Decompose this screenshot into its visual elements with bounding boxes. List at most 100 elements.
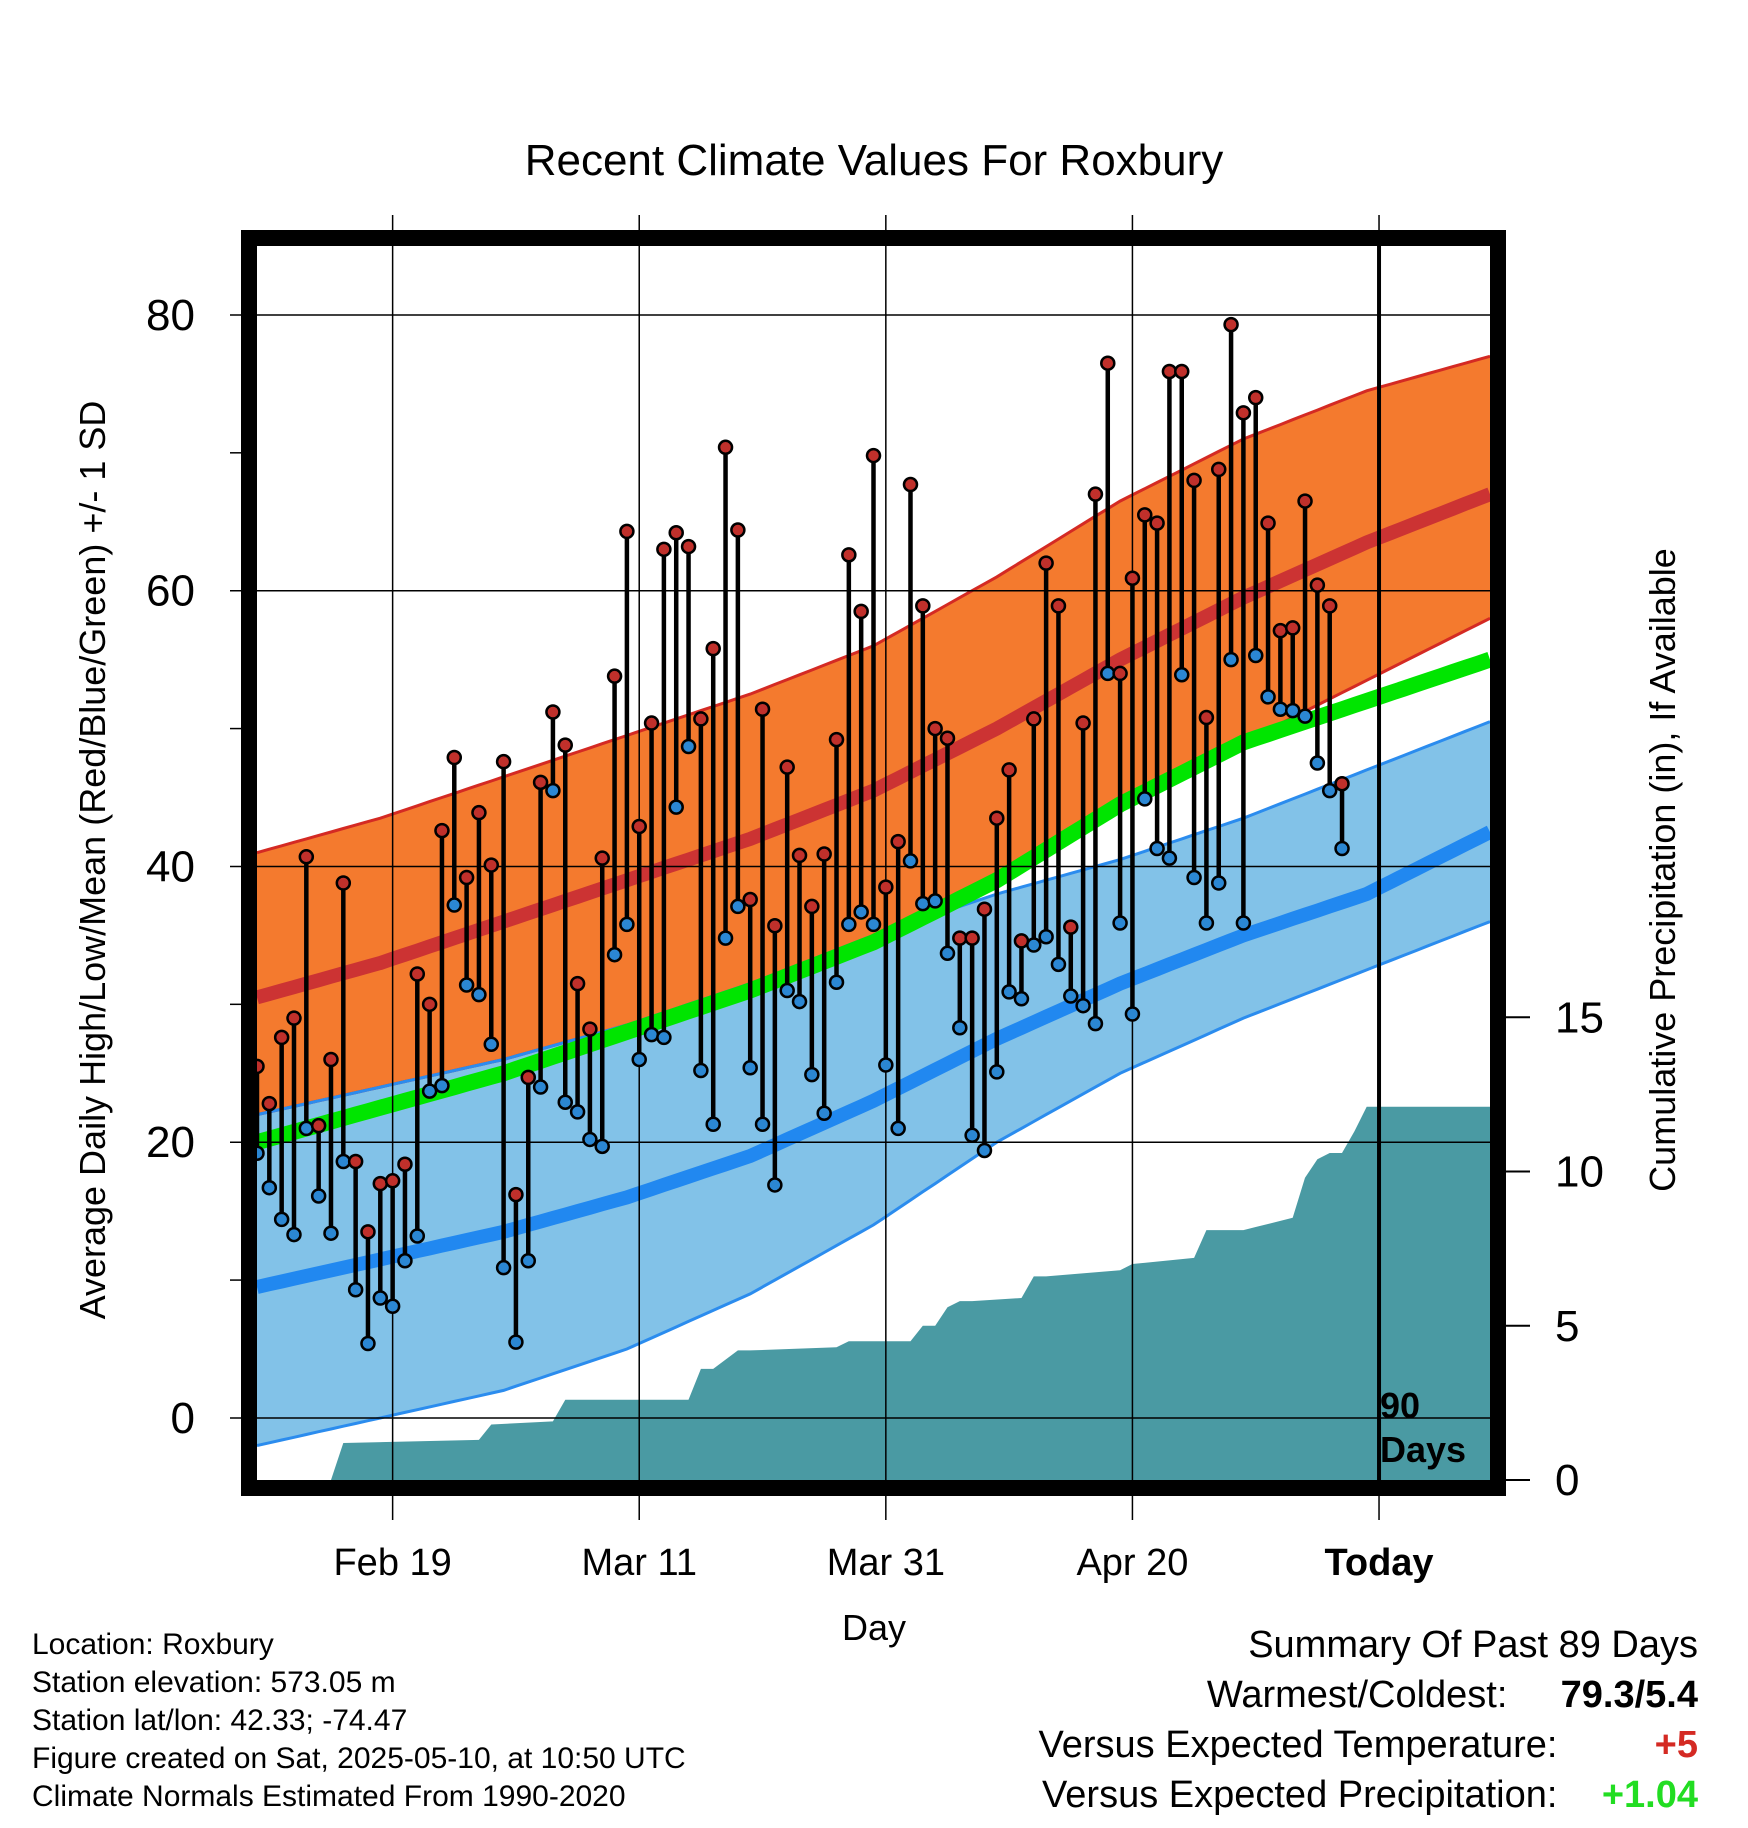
daily-low-point [804,1066,820,1083]
daily-high-point [286,1010,302,1026]
daily-high-point [545,704,561,720]
axes: 0 20 40 60 80 0 5 10 15 Feb 19 Mar 11 Mar 31 Apr 20 T… [146,291,1604,1584]
daily-high-point [1174,363,1190,380]
daily-low-point [310,1188,327,1204]
daily-high-point [606,668,623,684]
daily-high-point [1112,665,1128,682]
daily-high-point [273,1029,290,1046]
summary-title: Summary Of Past 89 Days [1248,1624,1698,1666]
daily-high-point [1297,493,1313,509]
daily-low-point [1272,701,1289,718]
daily-high-point [693,711,709,727]
daily-low-point [446,897,463,913]
daily-low-point [730,898,746,915]
daily-low-point [853,904,869,920]
daily-high-point [323,1051,339,1068]
daily-high-point [742,891,758,908]
daily-low-point [1087,1015,1104,1032]
daily-low-point [347,1281,364,1298]
daily-low-point [742,1059,758,1076]
daily-high-point [828,731,845,748]
warm-cold-label: Warmest/Coldest: [1206,1674,1508,1716]
daily-low-point [1334,840,1350,857]
daily-low-point [1149,840,1165,857]
daily-low-point [1124,1006,1141,1022]
daily-high-point [779,759,795,775]
summary-warm-cold-row: Warmest/Coldest: 79.3/5.4 [1039,1670,1698,1720]
daily-low-point [261,1179,278,1196]
daily-high-point [1334,775,1350,792]
y2-tick-label: 15 [1555,993,1604,1042]
daily-high-point [483,857,500,873]
daily-high-point [1124,570,1141,587]
daily-high-point [471,804,487,821]
daily-high-point [495,753,512,770]
daily-low-point [1198,915,1215,931]
cumulative-precip-area [257,1106,1490,1480]
x-tick-label: Mar 11 [582,1542,697,1584]
precip-value: +1.04 [1601,1774,1698,1816]
daily-high-point [569,975,586,992]
y2-tick-label: 0 [1555,1456,1579,1505]
daily-low-point [989,1064,1005,1080]
daily-high-point [298,849,315,865]
daily-high-point [582,1021,598,1037]
daily-high-point [347,1153,364,1170]
daily-low-point [606,946,623,963]
daily-high-point [458,869,475,886]
daily-high-point [409,966,426,982]
daily-low-point [384,1298,401,1315]
daily-high-point [964,930,980,946]
daily-low-point [1284,702,1301,719]
daily-high-point [1198,709,1215,726]
daily-high-point [1013,933,1030,949]
elevation-text: Station elevation: 573.05 m [32,1666,396,1699]
daily-low-point [1247,647,1264,664]
daily-high-point [1137,507,1153,523]
daily-low-point [668,799,684,815]
daily-high-point [1247,389,1264,406]
daily-low-point [927,893,943,909]
daily-low-point [631,1051,647,1068]
daily-high-point [1087,486,1104,502]
y-tick-label: 40 [146,842,195,891]
x-tick-label: Mar 31 [827,1542,945,1584]
daily-low-point [1321,782,1338,799]
y2-tick-label: 5 [1555,1302,1579,1351]
latlon-text: Station lat/lon: 42.33; -74.47 [32,1704,408,1737]
daily-high-point [730,522,746,538]
daily-high-point [261,1095,278,1112]
daily-high-point [434,822,450,839]
location-text: Location: Roxbury [32,1628,274,1661]
daily-low-point [754,1116,771,1133]
daily-high-point [656,541,672,558]
daily-low-point [286,1226,302,1243]
daily-high-point [705,640,721,657]
daily-low-point [458,977,475,993]
daily-low-point [569,1104,586,1120]
daily-high-point [532,774,549,791]
daily-high-point [841,547,857,563]
daily-high-point [1321,598,1338,614]
daily-high-point [976,901,993,917]
daily-high-point [1309,577,1326,593]
daily-high-point [397,1156,413,1173]
daily-low-point [1174,667,1190,683]
daily-high-point [1026,711,1042,727]
daily-low-point [717,930,734,946]
daily-low-point [421,1083,438,1099]
daily-low-point [791,993,808,1010]
daily-low-point [1112,915,1128,931]
daily-low-point [532,1079,549,1095]
daily-low-point [483,1036,500,1053]
daily-high-point [1063,919,1079,935]
daily-high-point [1260,515,1276,531]
daily-high-point [619,523,635,540]
daily-low-point [360,1335,376,1352]
low-lower-edge [257,920,1490,1447]
daily-high-point [878,879,894,895]
x-tick-label: Today [1324,1542,1433,1584]
daily-low-point [1038,929,1054,945]
daily-low-point [323,1225,339,1241]
